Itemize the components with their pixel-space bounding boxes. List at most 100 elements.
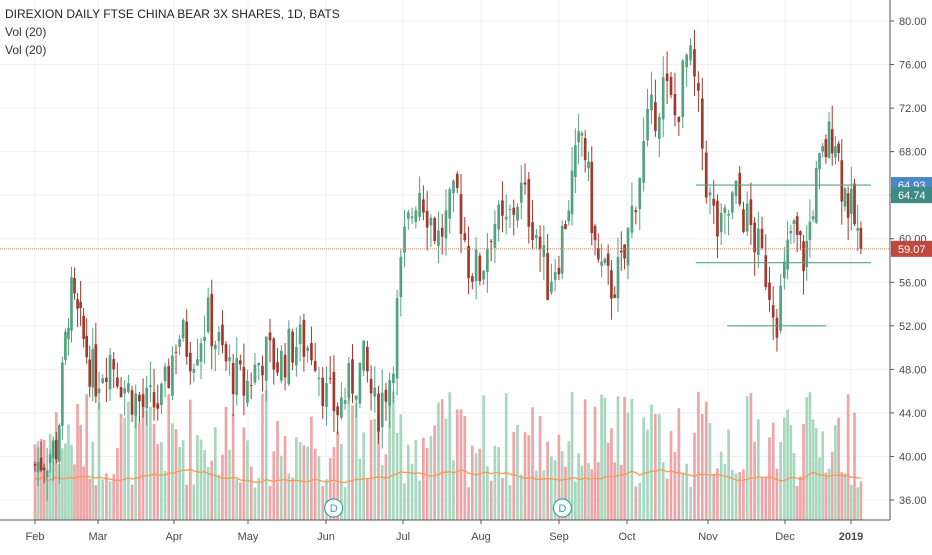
chart-legend: DIREXION DAILY FTSE CHINA BEAR 3X SHARES…: [5, 5, 340, 59]
candle-body: [127, 383, 130, 392]
volume-bar: [531, 407, 534, 520]
volume-bar: [181, 440, 185, 520]
volume-bar: [470, 445, 474, 520]
candle-body: [354, 395, 358, 400]
volume-bar: [493, 445, 497, 520]
candle-body: [474, 249, 478, 281]
candle-body: [101, 378, 105, 384]
volume-bar: [567, 441, 571, 520]
candle-body: [224, 344, 228, 362]
candle-body: [610, 270, 613, 299]
volume-bar: [88, 478, 92, 520]
volume-bar: [771, 422, 775, 520]
candle-body: [444, 210, 448, 239]
volume-bar: [606, 442, 610, 520]
candle-body: [693, 49, 696, 77]
volume-bar: [94, 485, 98, 520]
candle-body: [238, 360, 242, 365]
candle-body: [276, 362, 279, 373]
chart-title: DIREXION DAILY FTSE CHINA BEAR 3X SHARES…: [5, 7, 340, 21]
candle-body: [661, 77, 665, 120]
candle-body: [685, 54, 689, 68]
candle-body: [665, 73, 669, 82]
volume-bar: [366, 478, 369, 520]
volume-bar: [119, 413, 123, 520]
volume-bar: [97, 402, 101, 520]
volume-bar: [789, 425, 793, 520]
volume-bar: [192, 484, 196, 520]
volume-bar: [756, 419, 760, 520]
volume-bar: [719, 451, 723, 520]
volume-bar: [802, 423, 805, 520]
volume-bar: [634, 486, 638, 520]
volume-bar: [395, 433, 399, 520]
volume-bar: [422, 437, 425, 520]
candle-body: [448, 189, 452, 219]
price-tick-label: 80.00: [899, 16, 927, 28]
volume-bar: [418, 480, 421, 520]
candle-body: [587, 161, 590, 169]
volume-bar: [646, 429, 649, 520]
time-tick-label: Mar: [89, 531, 108, 543]
volume-bar: [306, 446, 310, 520]
candle-body: [501, 200, 504, 216]
volume-bar: [156, 444, 160, 520]
volume-bar: [623, 396, 626, 520]
volume-bar: [824, 472, 828, 520]
candle-body: [321, 377, 325, 406]
candle-body: [51, 440, 55, 458]
candle-body: [156, 403, 160, 409]
volume-bar: [738, 472, 742, 520]
volume-bar: [712, 474, 716, 520]
candle-body: [700, 98, 704, 149]
candle-body: [97, 388, 101, 394]
volume-bar: [512, 431, 516, 520]
volume-bar: [79, 425, 82, 520]
volume-bar: [783, 417, 786, 520]
candle-body: [91, 349, 95, 388]
volume-bar: [328, 458, 332, 520]
volume-bar: [167, 393, 171, 520]
candle-body: [425, 210, 429, 228]
volume-bar: [619, 464, 623, 520]
volume-bar: [264, 390, 268, 520]
candle-body: [272, 338, 276, 370]
candle-body: [749, 199, 753, 226]
volume-bar: [105, 473, 108, 520]
volume-bar: [573, 481, 577, 520]
volume-bar: [610, 428, 613, 520]
time-tick-label: Oct: [618, 531, 635, 543]
price-tick-label: 68.00: [899, 147, 927, 159]
candle-body: [818, 153, 821, 170]
volume-bar: [587, 463, 590, 520]
candle-body: [112, 359, 116, 370]
volume-bar: [377, 413, 380, 520]
volume-bar: [283, 436, 287, 520]
volume-bar: [213, 427, 217, 520]
candle-body: [650, 94, 653, 111]
volume-bar: [583, 399, 587, 520]
candle-body: [560, 225, 564, 274]
volume-bar: [343, 487, 347, 520]
volume-bar: [837, 417, 840, 520]
candle-body: [192, 369, 196, 373]
volume-bar: [811, 419, 815, 520]
candle-body: [171, 355, 174, 396]
candle-body: [486, 248, 489, 273]
volume-bar: [336, 431, 339, 520]
volume-bar: [697, 391, 700, 520]
price-tick-label: 76.00: [899, 60, 927, 72]
candle-body: [681, 60, 685, 117]
volume-bar: [127, 401, 130, 520]
candle-body: [745, 203, 749, 232]
volume-bar: [463, 416, 467, 520]
candle-body: [783, 261, 786, 279]
candle-body: [527, 179, 531, 227]
candle-body: [340, 397, 343, 418]
candle-body: [577, 131, 580, 143]
candle-body: [792, 220, 796, 224]
volume-bar: [452, 460, 455, 520]
candle-body: [33, 464, 37, 466]
candle-body: [824, 139, 828, 158]
